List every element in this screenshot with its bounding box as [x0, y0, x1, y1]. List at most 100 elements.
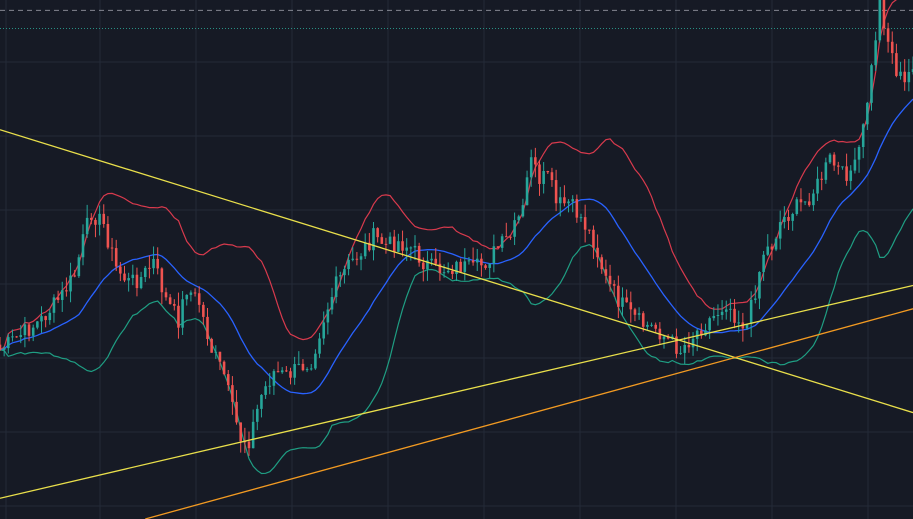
candle-body	[305, 369, 309, 371]
candle-body	[467, 260, 471, 262]
candle	[318, 332, 321, 358]
candle	[160, 267, 164, 305]
candle	[197, 286, 201, 313]
candle-body	[98, 213, 101, 225]
candle-body	[683, 344, 687, 353]
candle	[633, 307, 637, 322]
candle	[7, 333, 10, 354]
candle	[720, 300, 724, 320]
candle	[451, 264, 454, 280]
candle-body	[260, 394, 263, 409]
candle-body	[791, 213, 794, 221]
candle	[625, 289, 628, 303]
candle	[256, 404, 259, 431]
candle	[749, 291, 753, 338]
candle-body	[733, 308, 736, 323]
candle	[405, 238, 408, 262]
candle-body	[276, 371, 280, 373]
candle	[413, 235, 417, 261]
candle-body	[193, 292, 197, 294]
candle	[890, 31, 894, 64]
candle-body	[708, 318, 711, 331]
candle-body	[343, 269, 346, 276]
candle	[745, 323, 749, 330]
candle-body	[911, 69, 913, 73]
trendline-orange-3[interactable]	[145, 308, 913, 519]
candle	[525, 170, 529, 206]
candle-body	[824, 162, 828, 180]
candle	[778, 210, 782, 250]
candle-body	[857, 147, 861, 160]
candle-body	[90, 217, 93, 220]
trendline-yellow-1[interactable]	[0, 129, 913, 414]
candle	[48, 309, 52, 325]
candle-body	[19, 335, 23, 337]
candle	[874, 31, 877, 71]
candle-body	[143, 267, 147, 278]
candle	[347, 254, 350, 276]
candle	[260, 394, 263, 418]
candle-body	[413, 245, 417, 248]
candle-body	[2, 348, 6, 350]
candle-body	[256, 408, 259, 422]
candle	[646, 321, 649, 331]
candle	[94, 217, 97, 238]
candle	[700, 323, 703, 339]
candle-body	[388, 236, 392, 244]
candle-body	[704, 330, 707, 336]
candle-body	[293, 364, 296, 378]
candle	[513, 212, 516, 246]
candle	[293, 356, 296, 385]
candles[interactable]	[0, 0, 913, 456]
candle	[882, 0, 886, 36]
candle	[305, 367, 309, 373]
candle	[583, 204, 587, 243]
candle	[226, 369, 230, 391]
candle-body	[803, 201, 807, 203]
candle-body	[662, 336, 666, 340]
candle	[388, 232, 392, 245]
candle	[588, 229, 591, 235]
candle	[828, 152, 832, 164]
candle-body	[795, 199, 799, 214]
candle-body	[712, 315, 716, 319]
candle	[177, 292, 180, 339]
candle	[641, 311, 645, 332]
candle-body	[351, 258, 355, 260]
candle-body	[832, 154, 836, 166]
candle	[571, 195, 574, 213]
candle-body	[654, 324, 657, 329]
candle	[629, 291, 633, 323]
candle-body	[77, 257, 81, 277]
candle-body	[455, 261, 458, 274]
candle-body	[600, 257, 604, 270]
trendline-yellow-2[interactable]	[0, 284, 913, 499]
candle-body	[488, 263, 491, 268]
candle	[301, 359, 305, 372]
candle	[247, 431, 251, 456]
candle-body	[625, 297, 628, 303]
candle-body	[106, 223, 110, 248]
candle-body	[160, 268, 164, 293]
candle-body	[426, 260, 429, 270]
candle	[853, 147, 857, 174]
candle	[770, 243, 774, 261]
candle-body	[737, 322, 740, 324]
candle-body	[330, 296, 334, 310]
trendlines[interactable]	[0, 129, 913, 519]
candle-body	[430, 258, 433, 261]
candle	[820, 171, 823, 191]
candle-body	[650, 324, 653, 326]
candle-body	[247, 441, 251, 449]
horizontal-lines	[0, 9, 913, 30]
candle-body	[368, 242, 371, 251]
candle-body	[139, 277, 143, 289]
candle-body	[177, 305, 180, 328]
candle	[148, 255, 151, 279]
candle	[23, 316, 27, 348]
candle-body	[127, 278, 130, 281]
candle	[114, 239, 118, 272]
candle	[363, 233, 367, 259]
